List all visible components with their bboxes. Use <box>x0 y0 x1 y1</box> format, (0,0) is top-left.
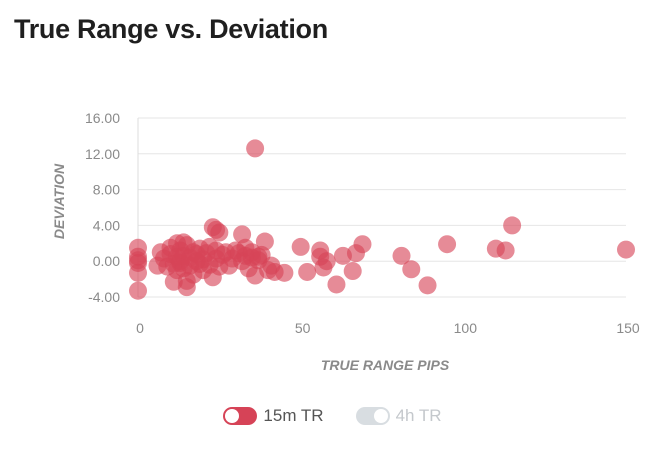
data-point[interactable] <box>617 240 635 259</box>
legend-label: 4h TR <box>395 406 442 425</box>
data-point[interactable] <box>418 276 437 295</box>
legend-item-4h[interactable]: 4h TR <box>355 406 442 426</box>
toggle-switch[interactable] <box>223 407 258 425</box>
y-axis: 16.00 12.00 8.00 4.00 0.00 -4.00 <box>85 110 139 305</box>
data-point[interactable] <box>402 260 421 279</box>
x-tick-label: 0 <box>136 320 144 336</box>
data-point[interactable] <box>298 262 317 281</box>
data-point[interactable] <box>327 275 346 294</box>
y-tick-label: 8.00 <box>93 182 120 198</box>
data-point[interactable] <box>343 262 362 281</box>
data-point[interactable] <box>210 223 229 242</box>
x-axis: 0 50 100 150 <box>136 320 640 336</box>
data-point[interactable] <box>255 232 274 251</box>
data-point[interactable] <box>353 235 372 254</box>
data-point[interactable] <box>438 235 457 254</box>
chart-title: True Range vs. Deviation <box>14 14 328 44</box>
data-point[interactable] <box>392 246 411 265</box>
data-point[interactable] <box>129 251 147 270</box>
toggle-knob <box>225 409 240 423</box>
data-point[interactable] <box>317 252 336 271</box>
y-tick-label: -4.00 <box>88 289 120 305</box>
data-point[interactable] <box>129 263 147 282</box>
legend-item-15m[interactable]: 15m TR <box>223 406 324 426</box>
data-point[interactable] <box>129 281 147 300</box>
toggle-knob <box>373 409 388 423</box>
y-tick-label: 0.00 <box>93 253 120 269</box>
data-point[interactable] <box>291 237 310 256</box>
x-tick-label: 100 <box>454 320 478 336</box>
data-point[interactable] <box>503 216 522 235</box>
chart-legend: 15m TR 4h TR <box>0 406 665 426</box>
data-point[interactable] <box>246 139 265 158</box>
y-tick-label: 4.00 <box>93 217 120 233</box>
scatter-chart: 16.00 12.00 8.00 4.00 0.00 -4.00 0 50 100 150 DE… <box>51 110 640 373</box>
data-points[interactable] <box>129 139 635 300</box>
y-tick-label: 12.00 <box>85 146 120 162</box>
x-tick-label: 150 <box>616 320 640 336</box>
toggle-switch[interactable] <box>355 407 390 425</box>
x-tick-label: 50 <box>295 320 311 336</box>
x-axis-title: TRUE RANGE PIPS <box>321 357 450 373</box>
data-point[interactable] <box>496 241 515 260</box>
y-tick-label: 16.00 <box>85 110 120 126</box>
legend-label: 15m TR <box>263 406 324 425</box>
y-axis-title: DEVIATION <box>51 163 67 239</box>
data-point[interactable] <box>233 225 252 244</box>
data-point[interactable] <box>275 263 294 282</box>
